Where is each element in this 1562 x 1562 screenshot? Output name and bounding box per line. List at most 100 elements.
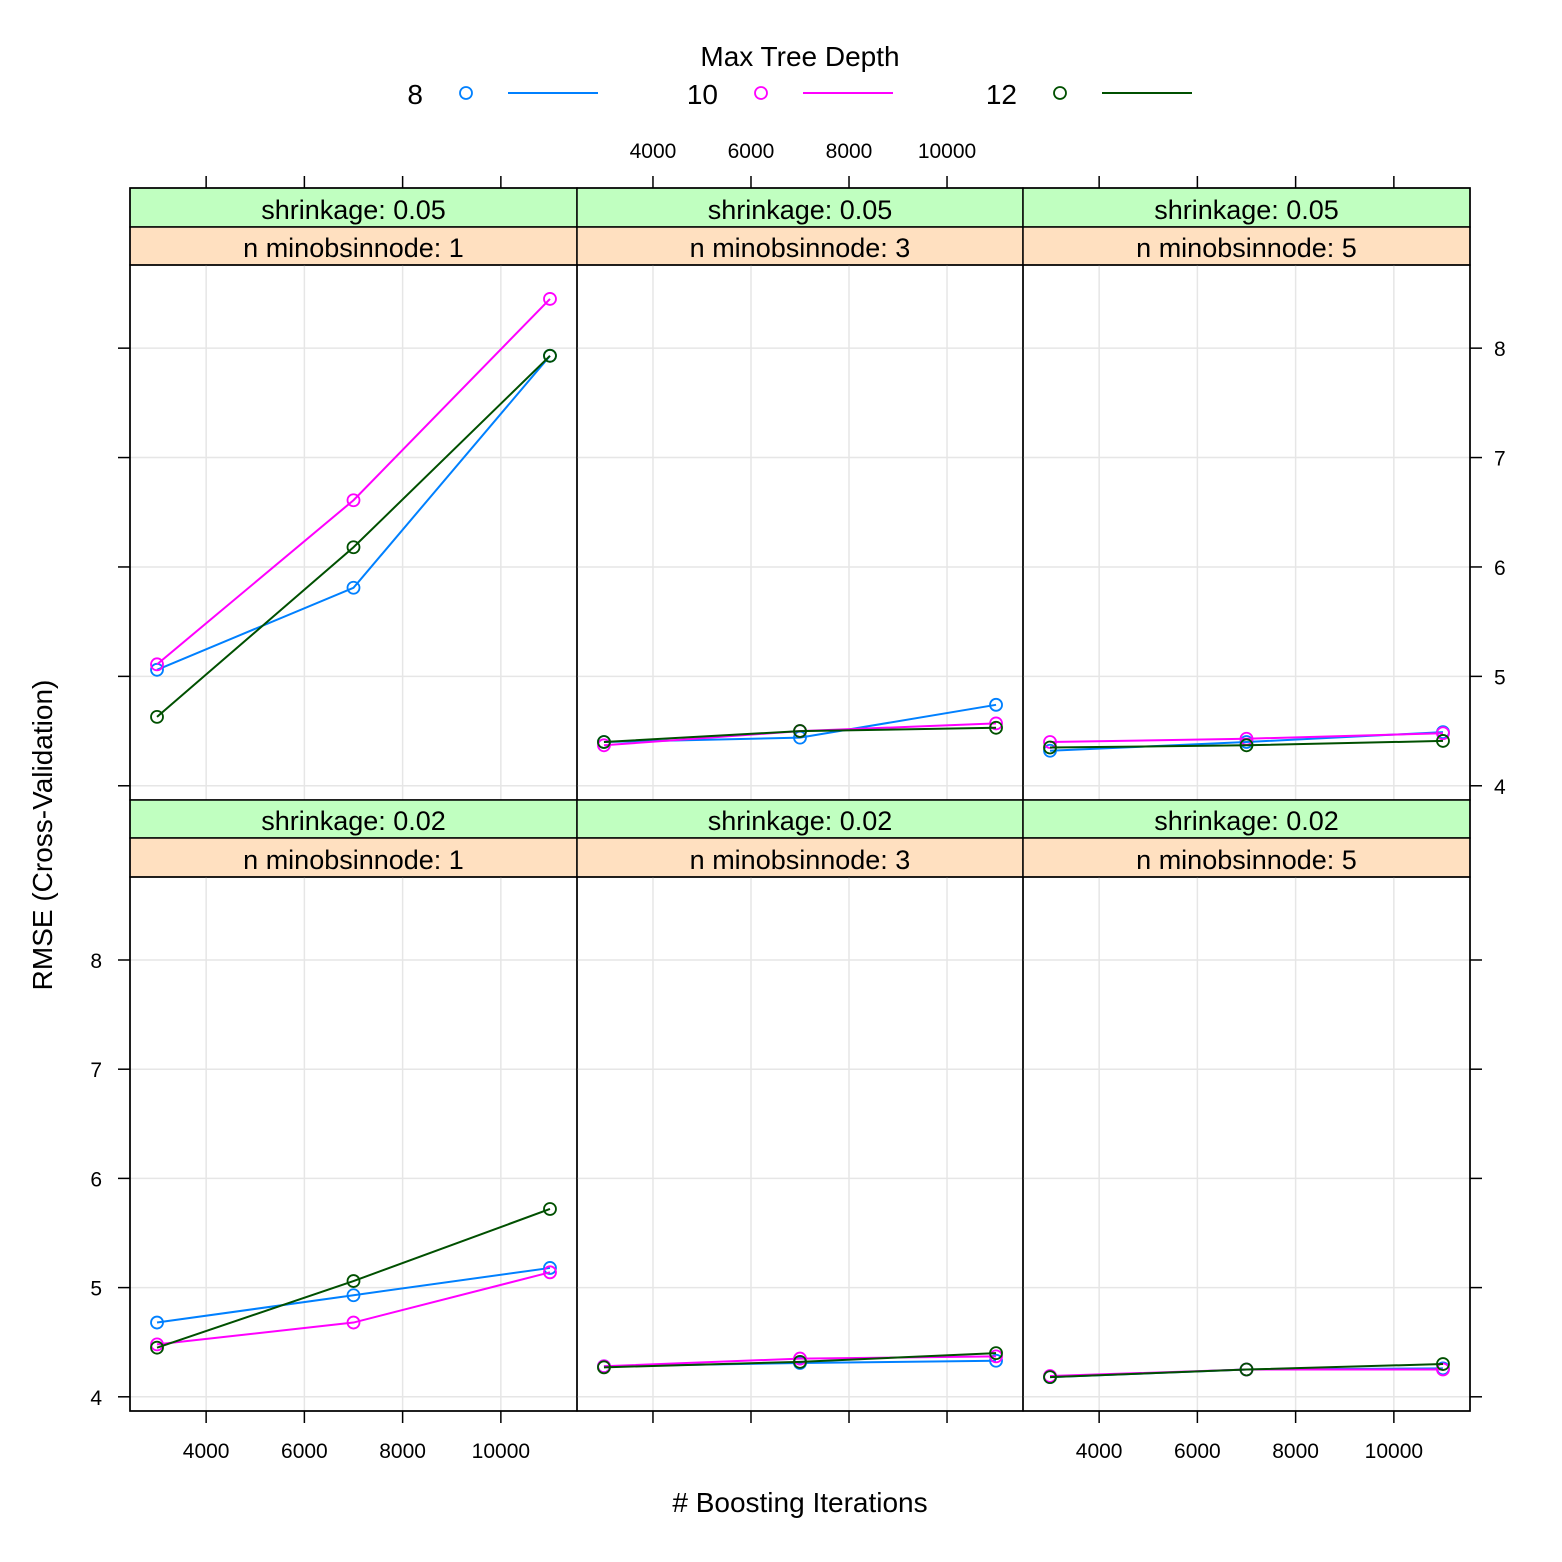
series-line-10: [603, 722, 997, 747]
x-tick-label-top: 6000: [728, 140, 775, 163]
legend-label-12: 12: [986, 79, 1017, 110]
y-tick-label-left: 7: [90, 1059, 102, 1082]
data-point-10: [1436, 726, 1450, 741]
strip-shrinkage: [129, 799, 578, 839]
y-tick-label-right: 5: [1494, 666, 1506, 689]
data-point-10: [989, 716, 1003, 731]
panels: shrinkage: 0.05n minobsinnode: 1shrinkag…: [129, 187, 1471, 1412]
x-tick-label-bottom: 6000: [281, 1440, 328, 1463]
y-tick-label-right: 8: [1494, 338, 1506, 361]
legend: Max Tree Depth 8 10 12: [407, 41, 1192, 110]
panel: shrinkage: 0.05 n minobsinnode: 5: [1022, 187, 1471, 801]
data-point-12: [346, 1274, 361, 1288]
panel-border: [129, 264, 578, 801]
legend-label-10: 10: [687, 79, 718, 110]
x-tick-label-bottom: 8000: [379, 1440, 426, 1463]
x-tick-label-bottom: 10000: [472, 1440, 530, 1463]
series-line-8: [156, 1266, 551, 1324]
data-point-12: [793, 724, 807, 738]
series-line-12: [1050, 739, 1444, 749]
panel: shrinkage: 0.05 n minobsinnode: 1: [129, 187, 578, 801]
data-point-12: [1239, 738, 1254, 753]
y-tick-label-right: 4: [1494, 776, 1506, 799]
data-point-10: [1436, 1362, 1450, 1377]
data-point-10: [543, 1265, 557, 1280]
data-point-12: [1043, 740, 1057, 755]
panel: shrinkage: 0.02 n minobsinnode: 5: [1022, 799, 1471, 1412]
data-point-8: [543, 1261, 557, 1275]
data-point-12: [1043, 1370, 1057, 1385]
data-point-12: [1239, 1362, 1254, 1377]
series-line-12: [603, 1352, 997, 1369]
strip-minobs: [129, 226, 578, 266]
axes: 4000 6000 8000 10000 4000 6000 8000 10000 4000 60…: [90, 140, 1506, 1463]
legend-label-8: 8: [407, 79, 423, 110]
legend-marker-10: [754, 86, 768, 100]
x-tick-label-bottom: 10000: [1365, 1440, 1423, 1463]
series-line-10: [1049, 732, 1444, 744]
strip-minobs: [1022, 226, 1471, 266]
x-tick-label-top: 8000: [826, 140, 873, 163]
strip-minobs-label: n minobsinnode: 3: [690, 845, 911, 875]
data-point-8: [346, 580, 361, 595]
strip-minobs-label: n minobsinnode: 1: [243, 233, 464, 263]
strip-minobs: [576, 837, 1024, 878]
data-point-8: [150, 1315, 164, 1330]
data-point-12: [793, 1354, 807, 1369]
series-line-12: [156, 1208, 551, 1349]
series-line-12: [1049, 1363, 1444, 1379]
data-point-8: [989, 1353, 1003, 1368]
strip-shrinkage-label: shrinkage: 0.02: [1154, 806, 1339, 836]
data-point-12: [597, 735, 611, 749]
data-point-10: [150, 657, 164, 672]
y-tick-label-right: 6: [1494, 557, 1506, 580]
strip-minobs: [1022, 837, 1471, 878]
x-tick-label-bottom: 4000: [183, 1440, 230, 1463]
x-tick-label-top: 10000: [918, 140, 976, 163]
y-tick-label-right: 7: [1494, 448, 1506, 471]
legend-marker-8: [459, 86, 473, 100]
strip-shrinkage-label: shrinkage: 0.05: [1154, 195, 1339, 225]
data-point-12: [150, 1340, 164, 1355]
strip-minobs: [576, 226, 1024, 266]
strip-minobs-label: n minobsinnode: 5: [1136, 845, 1357, 875]
strip-shrinkage: [1022, 799, 1471, 839]
data-point-10: [346, 493, 361, 508]
series-line-12: [603, 726, 997, 744]
y-tick-label-left: 8: [90, 950, 102, 973]
x-axis-title: # Boosting Iterations: [672, 1487, 927, 1518]
series-line-10: [603, 1355, 997, 1368]
data-point-10: [346, 1315, 361, 1330]
strip-shrinkage: [129, 187, 578, 228]
data-point-12: [150, 709, 164, 724]
series-line-10: [156, 1271, 551, 1346]
strip-minobs-label: n minobsinnode: 5: [1136, 233, 1357, 263]
panel-border: [576, 876, 1024, 1412]
data-point-8: [346, 1288, 361, 1303]
series-line-8: [156, 355, 551, 671]
strip-shrinkage-label: shrinkage: 0.05: [261, 195, 446, 225]
data-point-12: [543, 348, 557, 363]
strip-shrinkage-label: shrinkage: 0.02: [708, 806, 893, 836]
series-line-10: [156, 298, 551, 666]
x-tick-label-bottom: 8000: [1272, 1440, 1319, 1463]
x-tick-label-bottom: 4000: [1076, 1440, 1123, 1463]
data-point-12: [989, 720, 1003, 735]
panel-border: [576, 264, 1024, 801]
y-axis-title: RMSE (Cross-Validation): [27, 680, 58, 991]
panel: shrinkage: 0.02 n minobsinnode: 3: [576, 799, 1024, 1412]
data-point-12: [346, 540, 361, 555]
panel-border: [129, 876, 578, 1412]
strip-shrinkage-label: shrinkage: 0.05: [708, 195, 893, 225]
strip-minobs-label: n minobsinnode: 1: [243, 845, 464, 875]
panel-border: [1022, 264, 1471, 801]
x-tick-label-top: 4000: [630, 140, 677, 163]
panel: shrinkage: 0.05 n minobsinnode: 3: [576, 187, 1024, 801]
y-tick-label-left: 5: [90, 1278, 102, 1301]
data-point-12: [597, 1360, 611, 1375]
panel-border: [1022, 876, 1471, 1412]
strip-minobs-label: n minobsinnode: 3: [690, 233, 911, 263]
y-tick-label-left: 4: [90, 1387, 102, 1410]
outer-frame: [129, 187, 1471, 1412]
